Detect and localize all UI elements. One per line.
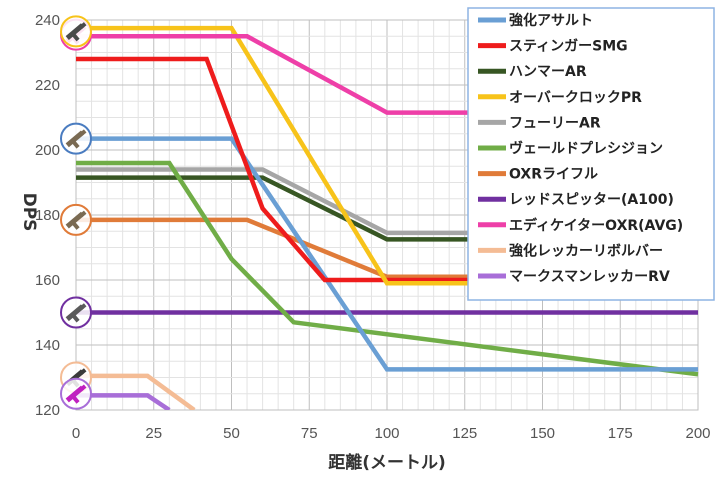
gun-markers — [60, 15, 92, 410]
y-tick-label: 240 — [35, 12, 60, 29]
gun-grip — [72, 314, 80, 323]
legend-label: ヴェールドプレシジョン — [509, 140, 663, 157]
gun-barrel — [65, 130, 85, 148]
gun-barrel — [65, 385, 85, 403]
y-tick-label: 140 — [35, 337, 60, 354]
legend-label: スティンガーSMG — [509, 39, 628, 55]
series-line — [76, 373, 196, 410]
legend-label: ハンマーAR — [509, 64, 587, 80]
gun-grip — [72, 395, 80, 404]
legend-label: 強化レッカーリボルバー — [509, 242, 663, 259]
y-tick-label: 180 — [35, 207, 60, 224]
x-tick-label: 150 — [530, 425, 555, 442]
y-tick-label: 160 — [35, 272, 60, 289]
series-line — [76, 160, 699, 377]
axis-ticks: 0 25 50 75 100 125 150 175 200 120 140 160 180 200 220… — [35, 12, 711, 442]
legend-label: フューリーAR — [509, 115, 601, 131]
gun-shape — [65, 384, 87, 404]
legend-label: エディケイターOXR(AVG) — [509, 217, 683, 234]
gun-shape — [65, 210, 87, 230]
gun-grip — [72, 33, 80, 42]
x-tick-label: 50 — [223, 425, 240, 442]
gun-shape — [65, 303, 87, 323]
y-tick-label: 200 — [35, 142, 60, 159]
x-tick-label: 75 — [301, 425, 318, 442]
gun-grip — [72, 221, 80, 230]
x-tick-label: 25 — [145, 425, 162, 442]
series-line — [76, 56, 698, 283]
x-tick-label: 0 — [72, 425, 80, 442]
gun-stock — [79, 368, 87, 376]
legend-label: レッドスピッター(A100) — [509, 192, 674, 208]
legend-box — [467, 7, 715, 301]
chart-grid — [75, 19, 699, 411]
gun-barrel — [65, 23, 85, 40]
gun-barrel — [65, 304, 85, 322]
y-tick-label: 220 — [35, 77, 60, 94]
legend-label: マークスマンレッカーRV — [509, 269, 670, 285]
gun-stock — [79, 303, 87, 311]
series-line — [76, 393, 171, 410]
x-axis-title: 距離(メートル) — [328, 452, 446, 473]
y-tick-label: 120 — [35, 402, 60, 419]
legend-label: 強化アサルト — [509, 12, 593, 29]
yellow-gun-icon — [60, 15, 92, 48]
gun-shape — [65, 129, 87, 149]
gun-grip — [72, 140, 80, 149]
y-axis-title: DPS — [19, 193, 39, 232]
x-tick-label: 200 — [685, 425, 710, 442]
magenta-revolver-icon — [60, 377, 92, 410]
gun-stock — [79, 384, 87, 392]
blue-gun-icon — [60, 122, 92, 155]
gun-stock — [79, 22, 87, 30]
x-tick-label: 125 — [452, 425, 477, 442]
legend-label: オーバークロックPR — [509, 90, 642, 106]
series-line — [76, 136, 698, 372]
legend-label: OXRライフル — [509, 167, 598, 183]
x-tick-label: 175 — [608, 425, 633, 442]
gun-barrel — [65, 211, 85, 229]
gun-stock — [79, 129, 87, 137]
gun-shape — [65, 22, 87, 42]
purple-gun-icon — [60, 296, 92, 329]
x-tick-label: 100 — [374, 425, 399, 442]
orange-gun-icon — [60, 203, 92, 236]
gun-stock — [79, 210, 87, 218]
